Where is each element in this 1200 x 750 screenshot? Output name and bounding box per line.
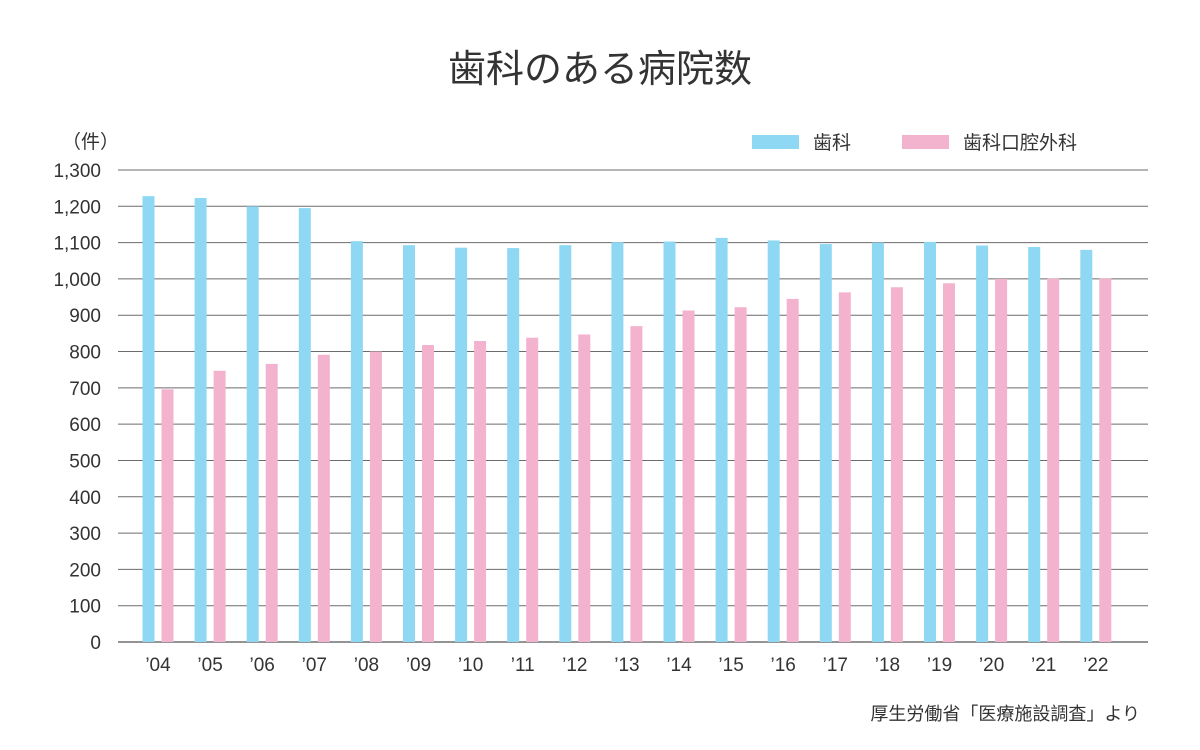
bar-shika-koku-geka: [734, 307, 747, 642]
bar-shika: [924, 241, 936, 643]
bar-shika-koku-geka: [995, 278, 1008, 642]
bar-shika-koku-geka: [213, 370, 226, 642]
x-tick-label: ’10: [458, 655, 483, 676]
bar-shika: [871, 242, 884, 642]
y-tick-label: 1,000: [53, 270, 101, 291]
y-tick-label: 300: [69, 524, 101, 545]
y-tick-label: 800: [69, 343, 101, 364]
x-tick-label: ’14: [666, 655, 692, 676]
y-tick-label: 500: [69, 451, 101, 472]
bar-shika: [1080, 249, 1093, 642]
bar-shika-koku-geka: [474, 341, 487, 642]
y-tick-label: 0: [90, 633, 101, 654]
x-tick-label: ’17: [823, 655, 848, 676]
x-tick-label: ’21: [1031, 655, 1056, 676]
y-tick-label: 1,300: [53, 161, 101, 182]
bar-shika-koku-geka: [265, 363, 278, 642]
bar-shika: [767, 240, 780, 642]
y-tick-label: 600: [69, 415, 101, 436]
x-tick-label: ’20: [979, 655, 1004, 676]
x-axis-tick-labels: ’04 ’05 ’06 ’07 ’08 ’09 ’10 ’11 ’12 ’13 ’14 ’15 ’16 ’…: [145, 655, 1108, 676]
bar-shika: [194, 197, 207, 643]
x-tick-label: ’08: [354, 655, 379, 676]
bars: [142, 196, 1112, 643]
bar-shika: [819, 244, 832, 642]
legend-swatch: [752, 135, 799, 149]
bar-shika: [350, 241, 363, 642]
x-tick-label: ’16: [771, 655, 796, 676]
bar-shika: [142, 196, 155, 642]
x-tick-label: ’18: [875, 655, 900, 676]
x-tick-label: ’04: [145, 655, 171, 676]
bar-shika: [507, 248, 520, 643]
bar-shika-koku-geka: [526, 337, 539, 642]
bar-shika: [715, 237, 728, 642]
x-tick-label: ’15: [718, 655, 743, 676]
source-note: 厚生労働省「医療施設調査」より: [870, 704, 1140, 725]
legend: 歯科 歯科口腔外科: [752, 132, 1077, 154]
legend-label: 歯科口腔外科: [963, 132, 1077, 154]
bar-shika: [611, 242, 624, 642]
y-tick-label: 900: [69, 306, 101, 327]
bar-shika-koku-geka: [161, 389, 174, 642]
y-tick-label: 1,100: [53, 234, 101, 255]
x-tick-label: ’13: [614, 655, 639, 676]
bar-shika: [663, 241, 676, 642]
bar-shika-koku-geka: [682, 310, 695, 642]
bar-shika-koku-geka: [369, 351, 382, 642]
bar-shika-koku-geka: [578, 334, 591, 642]
bar-shika-koku-geka: [838, 292, 851, 642]
y-tick-label: 200: [69, 560, 101, 581]
bar-shika-koku-geka: [630, 326, 643, 642]
x-tick-label: ’11: [511, 655, 535, 676]
bar-shika: [1028, 246, 1041, 643]
y-tick-label: 700: [69, 379, 101, 400]
x-tick-label: ’07: [302, 655, 327, 676]
y-axis-tick-labels: 0 100 200 300 400 500 600 700 800 900 1,000 1,100 1,…: [53, 161, 101, 654]
legend-swatch: [902, 135, 949, 149]
bar-shika: [455, 247, 468, 642]
bar-shika: [246, 206, 259, 643]
x-tick-label: ’05: [197, 655, 222, 676]
x-tick-label: ’19: [927, 655, 952, 676]
bar-shika: [559, 245, 572, 642]
bar-shika-koku-geka: [1099, 278, 1112, 642]
bar-shika: [298, 208, 311, 642]
bar-shika-koku-geka: [890, 287, 903, 642]
x-tick-label: ’09: [406, 655, 431, 676]
y-axis-unit-label: （件）: [62, 131, 119, 153]
x-tick-label: ’22: [1083, 655, 1108, 676]
chart-title: 歯科のある病院数: [448, 47, 752, 91]
y-tick-label: 400: [69, 488, 101, 509]
bar-shika-koku-geka: [943, 283, 955, 642]
legend-label: 歯科: [813, 132, 851, 154]
bar-shika-koku-geka: [317, 354, 330, 642]
bar-shika: [976, 245, 989, 642]
y-tick-label: 1,200: [53, 197, 101, 218]
x-tick-label: ’06: [250, 655, 275, 676]
bar-shika-koku-geka: [1047, 278, 1060, 642]
x-tick-label: ’12: [562, 655, 587, 676]
bar-shika: [403, 245, 415, 642]
bar-shika-koku-geka: [786, 298, 799, 642]
bar-shika-koku-geka: [422, 345, 434, 642]
y-tick-label: 100: [69, 597, 101, 618]
